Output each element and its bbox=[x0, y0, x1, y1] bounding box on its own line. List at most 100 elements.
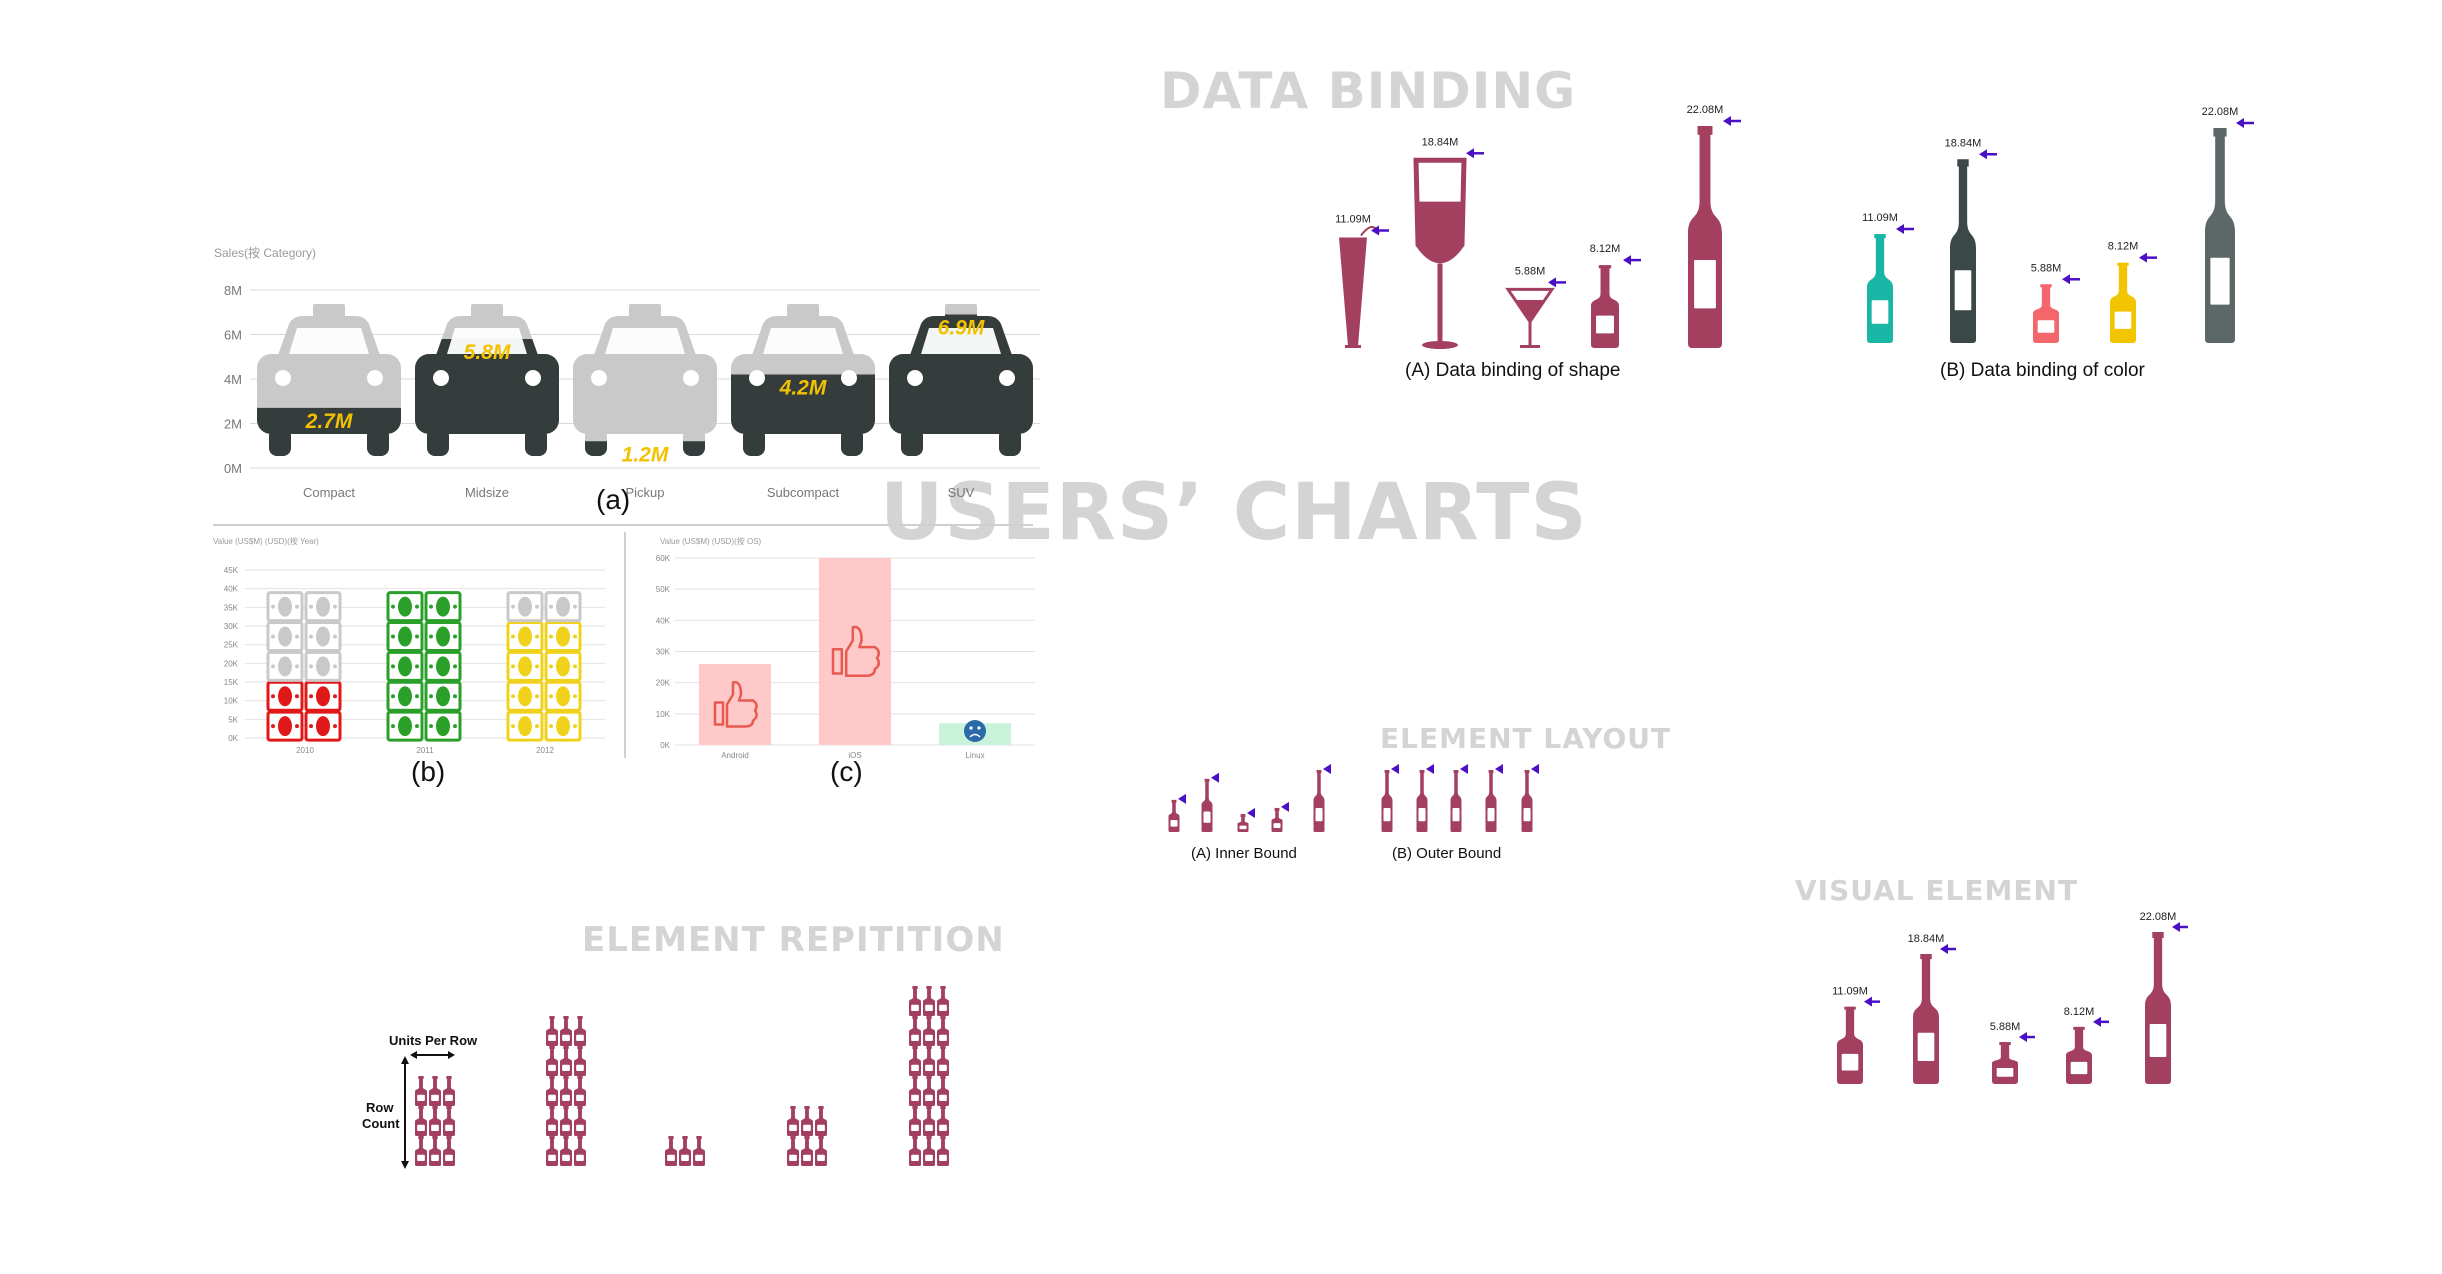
x-tick-label: 2011 bbox=[416, 746, 434, 755]
wine-bottle-icon bbox=[679, 1136, 691, 1166]
chart-a-title: Sales(按 Category) bbox=[214, 246, 316, 260]
caption-a: (a) bbox=[596, 484, 631, 515]
wine-bottle-icon bbox=[923, 1136, 935, 1166]
wine-bottle-icon bbox=[560, 1076, 572, 1106]
wine-bottle-icon bbox=[2033, 284, 2059, 343]
money-icon bbox=[506, 710, 544, 742]
caption-c: (c) bbox=[830, 756, 863, 787]
money-icon bbox=[424, 710, 462, 742]
wine-bottle-icon bbox=[2205, 128, 2235, 343]
visual-element-title: VISUAL ELEMENT bbox=[1795, 874, 2079, 907]
money-icon bbox=[304, 621, 342, 653]
cocktail-glass-icon bbox=[1339, 226, 1380, 348]
wine-bottle-icon bbox=[443, 1136, 455, 1166]
divider-horizontal bbox=[213, 524, 1033, 526]
visual-element-chart: 11.09M 18.84M 5.88M 8.12M 22.08M bbox=[1832, 911, 2188, 1084]
value-label: 2.7M bbox=[305, 410, 353, 433]
y-tick-label: 35K bbox=[224, 603, 239, 612]
x-tick-label: iOS bbox=[848, 751, 861, 760]
money-icon bbox=[424, 591, 462, 623]
y-tick-label: 8M bbox=[224, 283, 242, 298]
money-icon bbox=[544, 591, 582, 623]
arrow-left-icon bbox=[2062, 274, 2080, 285]
value-label: 11.09M bbox=[1335, 214, 1371, 226]
row-count-arrow bbox=[401, 1056, 409, 1169]
y-tick-label: 2M bbox=[224, 417, 242, 432]
divider-vertical bbox=[624, 532, 626, 758]
wine-bottle-icon bbox=[1450, 770, 1462, 832]
wine-bottle-icon bbox=[560, 1106, 572, 1136]
y-tick-label: 45K bbox=[224, 566, 239, 575]
value-label: 22.08M bbox=[2140, 911, 2177, 923]
value-label: 8.12M bbox=[1590, 243, 1621, 255]
wine-bottle-icon bbox=[1416, 770, 1428, 832]
arrow-left-icon bbox=[1896, 224, 1914, 235]
caption-b: (b) bbox=[411, 756, 446, 787]
wine-bottle-icon bbox=[923, 1106, 935, 1136]
value-label: 11.09M bbox=[1862, 212, 1898, 224]
money-icon bbox=[506, 621, 544, 653]
caption-outer: (B) Outer Bound bbox=[1392, 845, 1502, 862]
units-per-row-label: Units Per Row bbox=[389, 1033, 478, 1048]
element-repitition-chart bbox=[401, 986, 949, 1169]
wine-bottle-icon bbox=[1688, 126, 1722, 348]
wine-bottle-icon bbox=[546, 1136, 558, 1166]
wine-bottle-icon bbox=[787, 1106, 799, 1136]
wine-bottle-icon bbox=[1168, 799, 1180, 832]
chart-b: Value (US$M) (USD)(按 Year) 0K 5K 10K 15K 20K 2… bbox=[213, 536, 605, 755]
money-icon bbox=[266, 650, 304, 682]
x-tick-label: Linux bbox=[965, 751, 984, 760]
wine-bottle-icon bbox=[1201, 778, 1213, 832]
wine-bottle-icon bbox=[937, 986, 949, 1016]
arrow-left-icon bbox=[1426, 764, 1434, 774]
money-icon bbox=[424, 621, 462, 653]
x-tick-label: Compact bbox=[303, 485, 355, 500]
money-icon bbox=[266, 621, 304, 653]
wine-bottle-icon bbox=[546, 1046, 558, 1076]
wine-bottle-icon bbox=[909, 1076, 921, 1106]
row-count-label-1: Row bbox=[366, 1100, 394, 1115]
value-label: 6.9M bbox=[938, 316, 985, 339]
wine-bottle-icon bbox=[1381, 770, 1393, 832]
money-icon bbox=[386, 680, 424, 712]
wine-bottle-icon bbox=[1837, 1006, 1863, 1084]
arrow-left-icon bbox=[1460, 764, 1468, 774]
money-icon bbox=[266, 710, 304, 742]
arrow-left-icon bbox=[2236, 118, 2254, 128]
arrow-left-icon bbox=[1864, 996, 1880, 1007]
money-icon bbox=[544, 710, 582, 742]
wine-bottle-icon bbox=[937, 1136, 949, 1166]
thumbs-up-icon bbox=[831, 625, 880, 677]
wine-bottle-icon bbox=[787, 1136, 799, 1166]
arrow-left-icon bbox=[1371, 225, 1389, 236]
wine-bottle-icon bbox=[909, 986, 921, 1016]
money-icon bbox=[544, 680, 582, 712]
wine-bottle-icon bbox=[815, 1136, 827, 1166]
arrow-left-icon bbox=[1548, 277, 1566, 288]
wine-bottle-icon bbox=[415, 1076, 427, 1106]
data-binding-title: DATA BINDING bbox=[1160, 62, 1577, 120]
money-icon bbox=[386, 710, 424, 742]
value-label: 5.88M bbox=[2031, 262, 2062, 274]
value-label: 18.84M bbox=[1908, 933, 1945, 945]
value-label: 5.88M bbox=[1990, 1021, 2021, 1033]
wine-bottle-icon bbox=[574, 1136, 586, 1166]
money-icon bbox=[544, 621, 582, 653]
chart-b-title: Value (US$M) (USD)(按 Year) bbox=[213, 536, 319, 546]
users-charts-title: USERS’ CHARTS bbox=[880, 468, 1588, 558]
y-tick-label: 10K bbox=[224, 697, 239, 706]
value-label: 11.09M bbox=[1832, 986, 1868, 998]
y-tick-label: 0K bbox=[660, 741, 670, 750]
wine-bottle-icon bbox=[909, 1016, 921, 1046]
wine-bottle-icon bbox=[909, 1046, 921, 1076]
wine-bottle-icon bbox=[546, 1016, 558, 1046]
money-icon bbox=[304, 650, 342, 682]
chart-c-title: Value (US$M) (USD)(按 OS) bbox=[660, 536, 762, 546]
thumbs-up-icon bbox=[713, 680, 758, 728]
wine-bottle-icon bbox=[415, 1136, 427, 1166]
money-icon bbox=[304, 710, 342, 742]
y-tick-label: 0M bbox=[224, 461, 242, 476]
wine-bottle-icon bbox=[1313, 770, 1325, 832]
arrow-left-icon bbox=[1623, 255, 1641, 266]
row-count-label-2: Count bbox=[362, 1116, 400, 1131]
